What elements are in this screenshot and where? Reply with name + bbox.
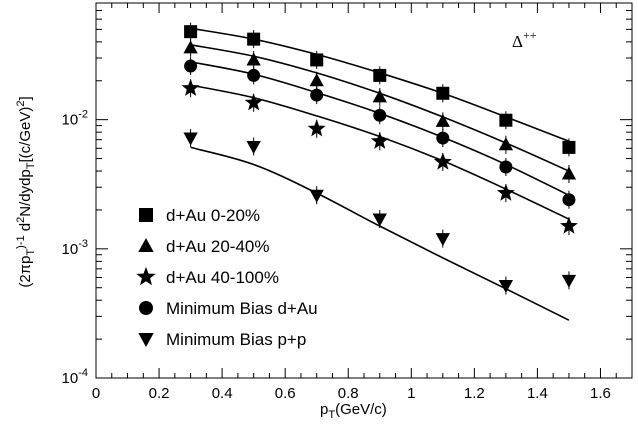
legend-label: d+Au 0-20% bbox=[166, 206, 260, 225]
data-point bbox=[499, 160, 513, 174]
x-tick-label: 0.4 bbox=[212, 385, 233, 402]
data-point bbox=[247, 32, 261, 46]
data-point bbox=[246, 140, 261, 154]
data-point bbox=[435, 233, 450, 247]
data-point bbox=[562, 140, 576, 154]
legend-label: Minimum Bias p+p bbox=[166, 330, 306, 349]
data-point bbox=[436, 131, 450, 145]
legend: d+Au 0-20% d+Au 20-40% d+Au 40-100% Minimum… bbox=[136, 206, 318, 349]
data-point bbox=[561, 166, 577, 180]
data-point bbox=[184, 59, 198, 73]
x-tick-label: 1 bbox=[407, 385, 415, 402]
data-point bbox=[183, 40, 198, 54]
x-tick-labels: 0 0.2 0.4 0.6 0.8 1 1.2 1.4 1.6 bbox=[92, 385, 611, 402]
data-point bbox=[560, 216, 578, 234]
data-point bbox=[246, 52, 261, 66]
legend-label: d+Au 20-40% bbox=[166, 237, 270, 256]
x-tick-label: 1.4 bbox=[527, 385, 548, 402]
data-point bbox=[435, 113, 450, 127]
data-point bbox=[373, 68, 387, 82]
data-point bbox=[373, 108, 387, 122]
data-point bbox=[372, 89, 387, 103]
data-point bbox=[309, 189, 324, 203]
y-tick-labels: 10-4 10-3 10-2 bbox=[62, 109, 88, 387]
data-point bbox=[498, 279, 514, 293]
legend-label: d+Au 40-100% bbox=[166, 268, 279, 287]
legend-marker bbox=[138, 333, 154, 348]
legend-marker bbox=[138, 237, 154, 252]
x-tick-label: 0.2 bbox=[149, 385, 170, 402]
data-point bbox=[436, 86, 450, 100]
fit-curve bbox=[190, 146, 570, 321]
data-point bbox=[310, 53, 324, 67]
axis-ticks bbox=[95, 2, 633, 379]
legend-label: Minimum Bias d+Au bbox=[166, 299, 318, 318]
data-point bbox=[370, 131, 389, 149]
x-axis-title: pT(GeV/c) bbox=[320, 401, 387, 421]
data-point bbox=[310, 88, 324, 102]
legend-marker bbox=[139, 208, 153, 222]
data-point bbox=[499, 113, 513, 127]
data-point bbox=[498, 137, 514, 151]
x-tick-label: 1.6 bbox=[590, 385, 611, 402]
y-tick-label: 10-4 bbox=[62, 367, 88, 387]
data-point bbox=[309, 73, 324, 87]
data-point bbox=[561, 274, 577, 288]
y-tick-label: 10-2 bbox=[62, 109, 88, 129]
data-point bbox=[244, 93, 263, 111]
legend-marker bbox=[136, 266, 156, 286]
data-point bbox=[184, 25, 198, 39]
data-markers bbox=[181, 22, 578, 295]
data-point bbox=[183, 132, 198, 146]
x-tick-label: 0.6 bbox=[275, 385, 296, 402]
y-tick-label: 10-3 bbox=[62, 238, 88, 258]
x-tick-label: 0 bbox=[92, 385, 100, 402]
legend-marker bbox=[139, 301, 153, 315]
x-tick-label: 1.2 bbox=[464, 385, 485, 402]
data-point bbox=[433, 152, 452, 170]
data-point bbox=[372, 213, 387, 227]
data-point bbox=[496, 183, 515, 201]
y-axis-title: (2πpT)-1 d2N/dydpT[(c/GeV)2] bbox=[15, 96, 37, 287]
data-point bbox=[181, 78, 200, 96]
plot-frame bbox=[95, 2, 633, 379]
data-point bbox=[307, 119, 326, 137]
delta-annotation: Δ++ bbox=[512, 28, 537, 51]
data-point bbox=[562, 193, 576, 207]
data-point bbox=[247, 68, 261, 82]
x-tick-label: 0.8 bbox=[338, 385, 359, 402]
